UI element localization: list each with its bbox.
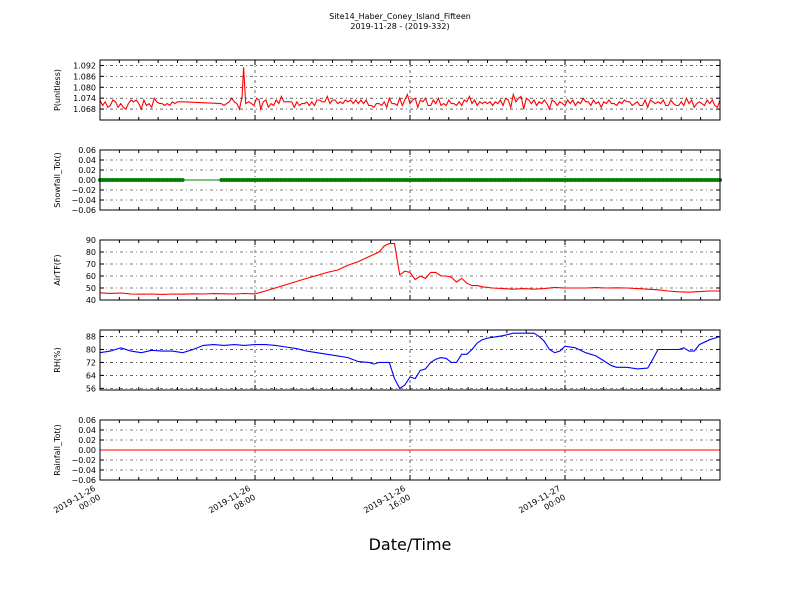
- panel-2: −0.06−0.04−0.020.000.020.040.06 Snowfall_…: [53, 146, 722, 215]
- chart-title: Site14_Haber_Coney_Island_Fifteen: [329, 12, 471, 21]
- panel-1: 1.068 1.074 1.080 1.086 1.092 P(unitless): [53, 59, 721, 121]
- y-tick-label: 56: [86, 384, 96, 393]
- y-axis-label: P(unitless): [53, 69, 62, 111]
- y-tick-label: −0.06: [71, 206, 96, 215]
- panel-3: 40 50 60 70 80 90 AirTF(F): [53, 236, 721, 305]
- y-tick-label: 0.06: [78, 146, 96, 155]
- y-tick-label: 0.04: [78, 156, 96, 165]
- y-tick-label: 1.086: [73, 72, 96, 81]
- y-tick-label: 1.080: [73, 83, 96, 92]
- y-tick-label: −0.02: [71, 456, 96, 465]
- plot-frame: [99, 149, 721, 211]
- y-tick-label: −0.04: [71, 466, 96, 475]
- series-line: [99, 332, 721, 390]
- y-tick-label: 1.092: [73, 61, 96, 70]
- y-tick-label: 64: [86, 371, 96, 380]
- y-tick-label: 60: [86, 272, 96, 281]
- y-tick-label: 0.00: [78, 176, 96, 185]
- y-axis-label: AirTF(F): [53, 254, 62, 285]
- y-tick-label: 0.00: [78, 446, 96, 455]
- y-tick-label: −0.02: [71, 186, 96, 195]
- plot-frame: [99, 59, 721, 121]
- y-tick-label: 0.04: [78, 426, 96, 435]
- series-line: [221, 67, 308, 112]
- series-line: [99, 243, 720, 295]
- x-axis-label: Date/Time: [369, 535, 452, 554]
- y-tick-label: 90: [86, 236, 96, 245]
- plot-frame: [99, 419, 721, 481]
- y-tick-label: 0.02: [78, 436, 96, 445]
- y-tick-label: 80: [86, 248, 96, 257]
- y-axis-label: Snowfall_Tot(): [53, 152, 62, 208]
- panel-5: −0.06−0.04−0.020.000.020.040.06 Rainfall_…: [53, 416, 721, 485]
- y-axis-label: Rainfall_Tot(): [53, 424, 62, 476]
- y-tick-label: −0.06: [71, 476, 96, 485]
- y-tick-label: 1.068: [73, 105, 96, 114]
- y-tick-label: 70: [86, 260, 96, 269]
- plot-frame: [99, 329, 721, 391]
- y-tick-label: 80: [86, 345, 96, 354]
- y-tick-label: 40: [86, 296, 96, 305]
- y-tick-label: 0.02: [78, 166, 96, 175]
- plot-frame: [99, 239, 721, 301]
- panel-4: 56 64 72 80 88 RH(%): [53, 329, 721, 393]
- y-tick-label: 50: [86, 284, 96, 293]
- y-tick-label: −0.04: [71, 196, 96, 205]
- panels: 1.068 1.074 1.080 1.086 1.092 P(unitless) −0.0…: [53, 59, 722, 485]
- series-line: [306, 92, 721, 111]
- y-tick-label: 1.074: [73, 94, 96, 103]
- chart-subtitle: 2019-11-28 - (2019-332): [350, 22, 449, 31]
- series-line: [99, 96, 183, 111]
- y-tick-label: 88: [86, 332, 96, 341]
- y-axis-label: RH(%): [53, 347, 62, 372]
- y-tick-label: 72: [86, 358, 96, 367]
- y-tick-label: 0.06: [78, 416, 96, 425]
- series-marker: [180, 178, 185, 182]
- series-line: [182, 101, 222, 105]
